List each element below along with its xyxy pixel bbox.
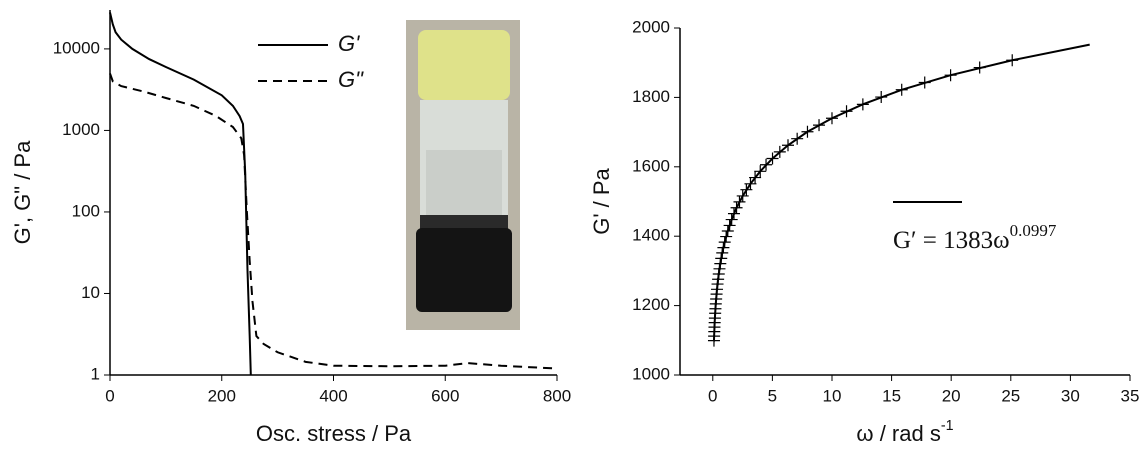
x-tick-label: 30 [1061, 386, 1080, 405]
x-tick-label: 600 [431, 386, 459, 405]
y-axis-label: G', G" / Pa [10, 140, 35, 244]
x-axis-label-main: ω / rad s [856, 421, 940, 446]
legend-label: G" [338, 67, 364, 92]
y-tick-label: 10000 [53, 38, 100, 57]
x-tick-label: 10 [823, 386, 842, 405]
fit-equation-sup: 0.0997 [1010, 221, 1057, 240]
y-tick-label: 1000 [62, 120, 100, 139]
y-axis-label: G' / Pa [589, 167, 614, 234]
x-tick-label: 800 [543, 386, 571, 405]
x-axis-label-sup: -1 [941, 418, 954, 434]
x-tick-label: 200 [208, 386, 236, 405]
x-axis-label: ω / rad s-1 [856, 418, 953, 446]
x-tick-label: 400 [319, 386, 347, 405]
vial-photo [406, 20, 520, 330]
y-tick-label: 1200 [632, 295, 670, 314]
y-tick-label: 2000 [632, 17, 670, 36]
x-tick-label: 15 [882, 386, 901, 405]
y-tick-label: 100 [72, 201, 100, 220]
fit-equation: G′ = 1383ω0.0997 [893, 221, 1057, 254]
x-tick-label: 25 [1001, 386, 1020, 405]
y-tick-label: 1000 [632, 364, 670, 383]
y-tick-label: 10 [81, 283, 100, 302]
y-tick-label: 1 [91, 364, 100, 383]
x-tick-label: 0 [708, 386, 717, 405]
x-axis-label: Osc. stress / Pa [256, 421, 412, 446]
x-tick-label: 20 [942, 386, 961, 405]
fit-equation-main: G′ = 1383ω [893, 227, 1010, 254]
legend-label: G' [338, 31, 360, 56]
y-tick-label: 1400 [632, 226, 670, 245]
series-line [109, 12, 252, 376]
series-line [109, 73, 558, 370]
x-tick-label: 5 [768, 386, 777, 405]
series-line [712, 43, 1090, 341]
x-tick-label: 35 [1121, 386, 1140, 405]
x-tick-label: 0 [105, 386, 114, 405]
y-tick-label: 1600 [632, 156, 670, 175]
y-tick-label: 1800 [632, 87, 670, 106]
